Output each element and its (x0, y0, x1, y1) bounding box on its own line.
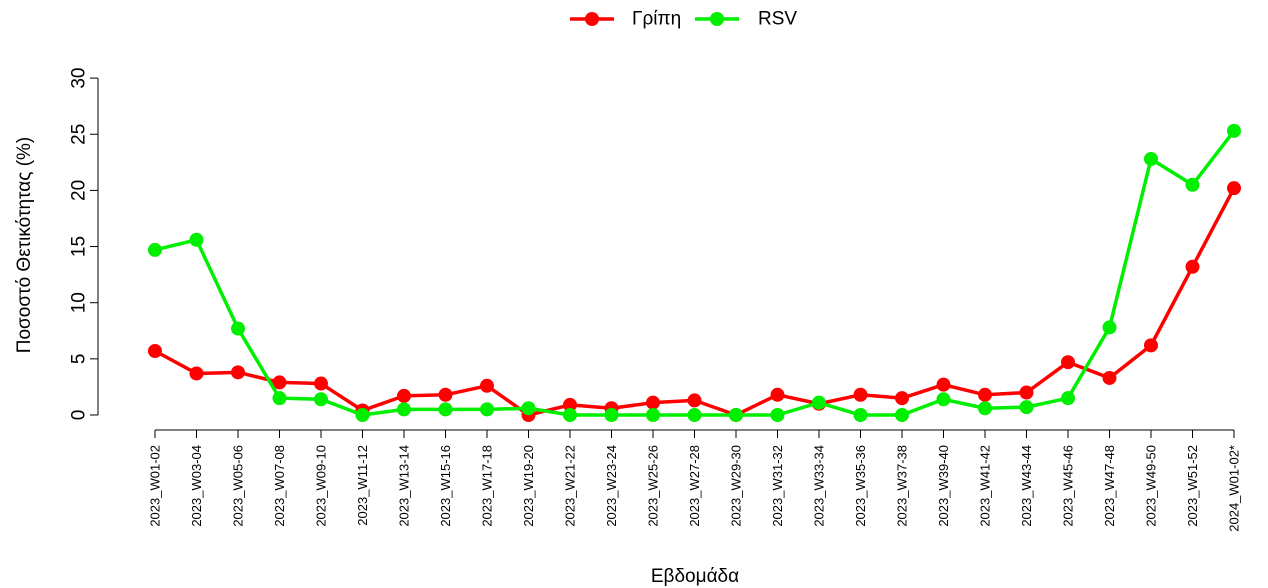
data-point (563, 397, 577, 412)
y-tick-label: 20 (69, 180, 90, 201)
data-point (646, 395, 660, 410)
x-axis-title: Εβδομάδα (651, 566, 739, 587)
data-point (604, 408, 619, 422)
data-point (646, 408, 660, 422)
data-point (521, 401, 536, 416)
x-tick-label: 2023_W11-12 (355, 445, 370, 526)
data-point (1102, 320, 1117, 335)
x-tick-label: 2023_W25-26 (646, 445, 661, 527)
data-point (272, 375, 287, 390)
data-point (978, 387, 992, 402)
data-point (853, 387, 868, 402)
y-axis-title: Ποσοστό Θετικότητας (%) (14, 137, 35, 353)
series-1 (148, 181, 1241, 422)
x-tick-label: 2023_W45-46 (1061, 445, 1076, 527)
data-point (1185, 259, 1200, 274)
data-point (1185, 177, 1200, 192)
x-tick-label: 2023_W41-42 (978, 445, 993, 527)
y-tick-label: 5 (69, 354, 90, 365)
data-point (397, 388, 411, 403)
data-point (895, 391, 909, 406)
data-point (1019, 385, 1034, 400)
data-point (687, 393, 702, 408)
data-point (1061, 391, 1075, 406)
data-point (1061, 355, 1075, 370)
data-point (1019, 400, 1034, 415)
data-point (1227, 181, 1241, 196)
data-point (480, 402, 494, 417)
x-tick-label: 2023_W39-40 (936, 445, 951, 527)
legend-item: Γρίπη (570, 9, 681, 30)
data-point (397, 402, 411, 417)
x-tick-label: 2023_W51-52 (1185, 445, 1200, 527)
legend-item: RSV (695, 9, 797, 30)
data-point (148, 343, 162, 358)
data-point (978, 401, 992, 416)
data-point (1102, 370, 1117, 385)
series-line (154, 129, 1236, 417)
data-point (687, 408, 702, 422)
data-point (853, 408, 868, 422)
data-point (936, 377, 951, 392)
legend-marker (585, 12, 599, 26)
x-tick-label: 2023_W27-28 (687, 445, 702, 527)
x-tick-label: 2024_W01-02* (1227, 445, 1242, 532)
data-point (936, 392, 951, 407)
x-tick-label: 2023_W05-06 (231, 445, 246, 527)
legend: Γρίπη RSV (570, 9, 797, 30)
series-layer (148, 123, 1241, 422)
data-point (314, 392, 328, 407)
x-tick-label: 2023_W31-32 (770, 445, 785, 527)
y-tick-label: 30 (69, 68, 90, 89)
y-tick-label: 15 (69, 236, 90, 257)
x-tick-label: 2023_W43-44 (1019, 445, 1034, 527)
data-point (189, 232, 204, 247)
x-tick-label: 2023_W15-16 (438, 445, 453, 527)
x-tick-label: 2023_W07-08 (272, 445, 287, 527)
legend-label: RSV (758, 9, 797, 30)
x-tick-label: 2023_W29-30 (729, 445, 744, 527)
x-tick-label: 2023_W37-38 (895, 445, 910, 527)
data-point (231, 321, 245, 336)
data-point (1144, 151, 1158, 166)
series-2 (148, 123, 1241, 422)
legend-marker (710, 12, 724, 26)
data-point (895, 408, 909, 422)
data-point (1227, 123, 1241, 138)
x-tick-label: 2023_W01-02 (148, 445, 163, 527)
x-tick-label: 2023_W47-48 (1102, 445, 1117, 527)
legend-label: Γρίπη (632, 9, 681, 30)
y-tick-label: 10 (69, 292, 90, 313)
data-point (272, 391, 287, 406)
x-tick-label: 2023_W09-10 (314, 445, 329, 527)
data-point (438, 387, 453, 402)
data-point (563, 408, 577, 422)
y-axis: 0 5 10 15 20 25 30 (69, 68, 99, 421)
y-tick-label: 0 (69, 410, 90, 421)
x-axis: 2023_W01-02 2023_W03-04 2023_W05-06 2023_W0… (148, 429, 1242, 532)
data-point (770, 387, 785, 402)
data-point (314, 376, 328, 391)
data-point (812, 395, 826, 410)
data-point (189, 366, 204, 381)
y-tick-label: 25 (69, 124, 90, 145)
x-tick-label: 2023_W19-20 (521, 445, 536, 527)
x-tick-label: 2023_W23-24 (604, 445, 619, 527)
x-tick-label: 2023_W49-50 (1144, 445, 1159, 527)
x-tick-label: 2023_W33-34 (812, 445, 827, 527)
x-tick-label: 2023_W17-18 (480, 445, 495, 527)
data-point (1144, 338, 1158, 353)
data-point (231, 365, 245, 380)
data-point (770, 408, 785, 422)
x-tick-label: 2023_W35-36 (853, 445, 868, 527)
x-tick-label: 2023_W21-22 (563, 445, 578, 527)
x-tick-label: 2023_W13-14 (397, 445, 412, 527)
data-point (148, 242, 162, 257)
data-point (355, 408, 370, 422)
data-point (480, 378, 494, 393)
data-point (438, 402, 453, 417)
x-tick-label: 2023_W03-04 (189, 445, 204, 527)
data-point (729, 408, 743, 422)
